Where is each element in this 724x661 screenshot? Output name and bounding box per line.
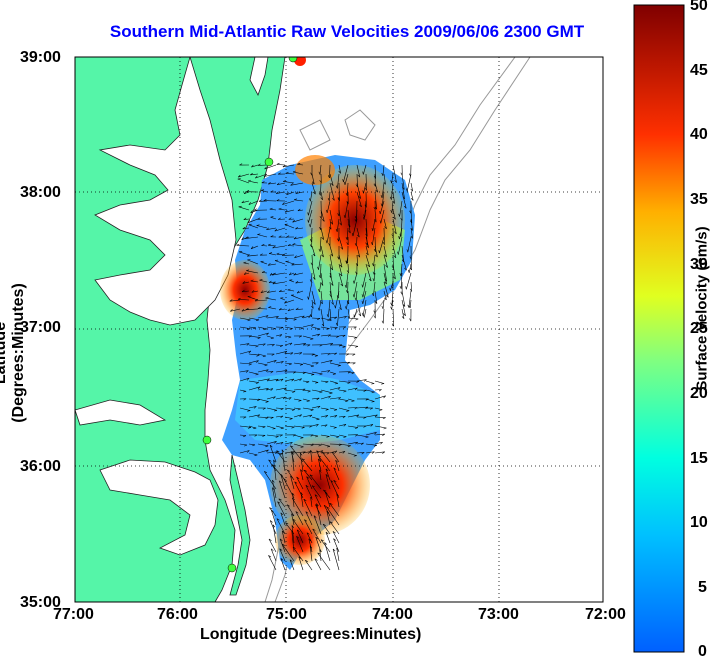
radar-site-marker — [265, 158, 273, 166]
cb-tick-40: 40 — [690, 126, 708, 144]
cb-tick-0: 0 — [698, 643, 707, 661]
cb-tick-10: 10 — [690, 514, 708, 532]
cb-tick-50: 50 — [690, 0, 708, 15]
radar-site-marker — [228, 564, 236, 572]
colorbar — [634, 5, 684, 652]
cb-tick-5: 5 — [698, 579, 707, 597]
radar-site-marker — [289, 54, 297, 62]
cb-tick-15: 15 — [690, 450, 708, 468]
cb-tick-45: 45 — [690, 62, 708, 80]
colorbar-label: Surface Velocity (cm/s) — [694, 209, 711, 409]
radar-site-marker — [203, 436, 211, 444]
cb-tick-35: 35 — [690, 191, 708, 209]
